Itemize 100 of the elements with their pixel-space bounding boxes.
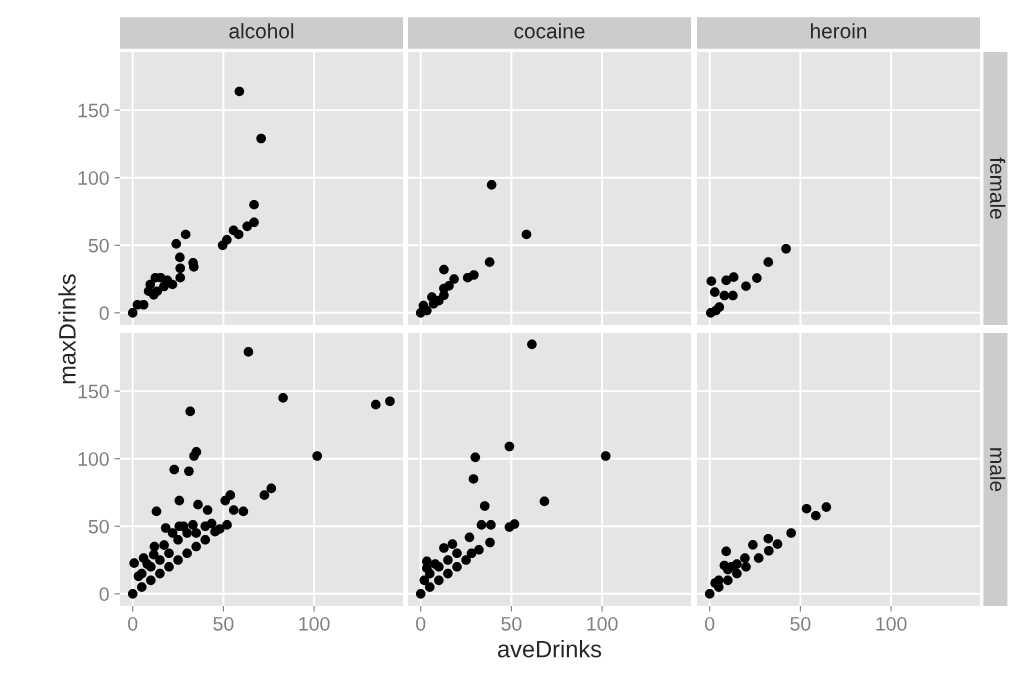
point	[214, 524, 225, 534]
point	[136, 582, 147, 592]
point	[234, 86, 245, 97]
point	[256, 133, 266, 144]
point	[424, 582, 435, 592]
point	[159, 540, 169, 550]
point	[171, 239, 182, 249]
point	[741, 281, 751, 292]
point	[167, 528, 178, 538]
point	[155, 568, 165, 579]
point	[763, 533, 774, 544]
point	[175, 263, 186, 274]
point	[486, 180, 497, 190]
point	[159, 281, 169, 292]
chart-title: heroin	[810, 23, 867, 39]
point	[238, 506, 249, 517]
x-tick-label: 50	[790, 616, 811, 631]
point	[452, 548, 462, 559]
y-tick-label: 50	[88, 238, 109, 253]
x-tick-label: 50	[213, 616, 234, 631]
point	[228, 505, 239, 515]
y-tick-label: 0	[99, 306, 109, 321]
x-tick-label: 0	[416, 616, 426, 631]
point	[151, 506, 162, 517]
point	[217, 240, 228, 251]
point	[521, 229, 532, 240]
point	[220, 495, 231, 506]
point	[732, 568, 742, 579]
x-tick-label: 0	[705, 616, 715, 631]
point	[719, 290, 730, 301]
chart-title: cocaine	[514, 23, 585, 39]
point	[189, 451, 199, 461]
point	[741, 562, 751, 572]
y-tick-label: 100	[78, 452, 109, 466]
point	[468, 474, 479, 484]
point	[191, 541, 201, 552]
point	[419, 575, 430, 586]
point	[200, 521, 211, 532]
point	[764, 545, 774, 556]
point	[748, 539, 758, 550]
point	[191, 528, 201, 538]
point	[443, 568, 453, 579]
point	[466, 548, 477, 559]
point	[149, 541, 160, 552]
point	[169, 464, 180, 475]
point	[182, 548, 192, 559]
y-tick-label: 50	[88, 519, 109, 534]
point	[175, 272, 186, 283]
y-tick-label: 150	[78, 103, 109, 118]
point	[464, 532, 475, 543]
point	[504, 441, 515, 452]
x-axis-title: aveDrinks	[498, 640, 602, 658]
point	[173, 534, 183, 545]
point	[462, 272, 473, 283]
point	[439, 543, 449, 553]
point	[786, 528, 796, 538]
point	[193, 499, 203, 510]
point	[772, 539, 783, 549]
x-tick-label: 50	[501, 616, 522, 631]
point	[449, 274, 459, 284]
point	[474, 544, 484, 555]
point	[312, 451, 322, 461]
point	[721, 275, 732, 286]
point	[763, 257, 774, 267]
point	[461, 555, 471, 565]
point	[485, 537, 495, 548]
y2-axis-title: female	[989, 157, 1006, 219]
point	[129, 558, 139, 568]
x-tick-label: 100	[299, 616, 330, 631]
point	[142, 559, 153, 569]
point	[243, 347, 254, 357]
point	[709, 287, 720, 297]
point	[184, 466, 194, 477]
x-tick-label: 100	[587, 616, 618, 631]
point	[188, 520, 198, 530]
point	[222, 520, 232, 530]
point	[801, 503, 812, 514]
point	[228, 225, 239, 236]
point	[370, 399, 381, 410]
point	[452, 562, 462, 572]
point	[723, 575, 733, 586]
point	[249, 199, 259, 210]
point	[753, 553, 764, 563]
point	[385, 396, 395, 407]
x-tick-label: 100	[876, 616, 907, 631]
point	[164, 548, 174, 559]
point	[509, 519, 520, 529]
point	[155, 555, 165, 565]
point	[539, 496, 550, 507]
point	[146, 575, 156, 586]
point	[278, 393, 288, 403]
point	[470, 452, 481, 463]
point	[476, 520, 487, 530]
point	[486, 520, 496, 530]
point	[415, 589, 426, 599]
point	[160, 523, 171, 533]
point	[200, 534, 211, 545]
y-tick-label: 150	[78, 384, 109, 399]
point	[424, 568, 435, 579]
point	[164, 562, 174, 572]
